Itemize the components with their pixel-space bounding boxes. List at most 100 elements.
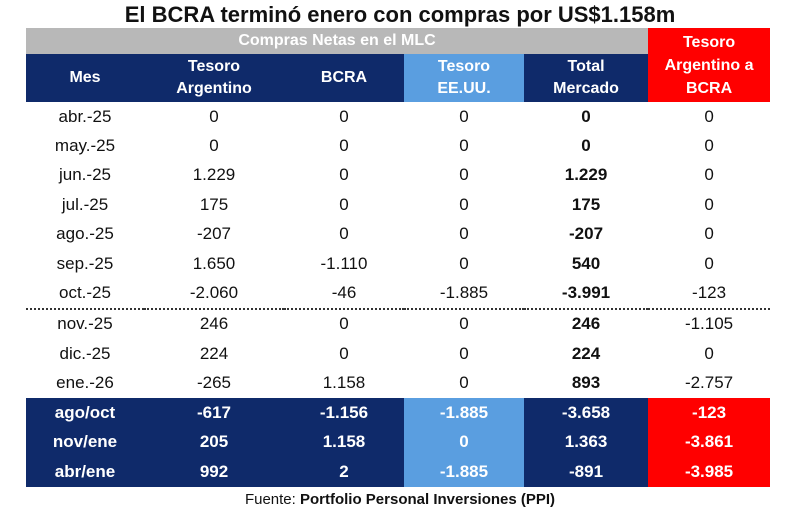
period-cell: abr/ene bbox=[26, 457, 144, 487]
value-cell: 0 bbox=[459, 373, 469, 393]
summary-value-cell: -1.156 bbox=[284, 397, 404, 428]
value-cell: 0 bbox=[209, 136, 219, 156]
value-cell: 0 bbox=[339, 343, 349, 363]
purchases-table: Compras Netas en el MLC Tesoro Argentino… bbox=[26, 28, 771, 487]
summary-value-cell: 0 bbox=[404, 427, 524, 458]
value-cell: 0 bbox=[704, 224, 714, 244]
value-cell: 0 bbox=[704, 343, 714, 363]
value-cell: 246 bbox=[524, 307, 649, 340]
summary-value-cell: -1.885 bbox=[404, 457, 524, 487]
group-header: Compras Netas en el MLC bbox=[26, 28, 649, 54]
summary-value-cell: -123 bbox=[648, 397, 771, 428]
month-cell: dic.-25 bbox=[59, 343, 111, 363]
value-cell: 0 bbox=[459, 136, 469, 156]
table-row: oct.-25 -2.060 -46 -1.885 -3.991 -123 bbox=[26, 278, 770, 308]
month-cell: may.-25 bbox=[54, 136, 116, 156]
col-header-tesoro-ar: Tesoro Argentino bbox=[144, 54, 284, 102]
col-header-mes: Mes bbox=[26, 54, 144, 102]
value-cell: 0 bbox=[459, 165, 469, 185]
table-row: may.-25 0 0 0 0 0 bbox=[26, 131, 770, 160]
value-cell: 0 bbox=[339, 194, 349, 214]
table-row: jun.-25 1.229 0 0 1.229 0 bbox=[26, 161, 770, 190]
summary-value-cell: -891 bbox=[524, 457, 649, 487]
summary-row: nov/ene 205 1.158 0 1.363 -3.861 bbox=[26, 427, 771, 458]
value-cell: -123 bbox=[692, 283, 727, 303]
value-cell: 0 bbox=[339, 224, 349, 244]
summary-value-cell: 1.363 bbox=[524, 427, 649, 458]
month-cell: ago.-25 bbox=[56, 224, 114, 244]
summary-value-cell: 205 bbox=[144, 427, 284, 458]
table-row: sep.-25 1.650 -1.110 0 540 0 bbox=[26, 249, 770, 278]
value-cell: 0 bbox=[581, 106, 591, 126]
value-cell: 1.158 bbox=[322, 373, 366, 393]
summary-value-cell: 992 bbox=[144, 457, 284, 487]
value-cell: 540 bbox=[571, 253, 601, 273]
value-cell: 0 bbox=[704, 136, 714, 156]
source-name: Portfolio Personal Inversiones (PPI) bbox=[299, 491, 556, 508]
month-cell: oct.-25 bbox=[59, 283, 111, 303]
month-cell: jul.-25 bbox=[61, 194, 109, 214]
month-cell: nov.-25 bbox=[26, 307, 144, 340]
table-row: nov.-25 246 0 0 246 -1.105 bbox=[26, 307, 771, 340]
value-cell: 0 bbox=[704, 194, 714, 214]
col-header-tesoro-bcra: Tesoro Argentino a BCRA bbox=[648, 28, 771, 102]
value-cell: 0 bbox=[339, 106, 349, 126]
value-cell: -207 bbox=[569, 224, 604, 244]
summary-value-cell: -3.985 bbox=[648, 457, 771, 487]
value-cell: 224 bbox=[199, 343, 229, 363]
source-prefix: Fuente: bbox=[244, 491, 300, 508]
summary-row: abr/ene 992 2 -1.885 -891 -3.985 bbox=[26, 457, 771, 487]
value-cell: 0 bbox=[459, 106, 469, 126]
value-cell: 1.650 bbox=[192, 253, 236, 273]
value-cell: 0 bbox=[459, 343, 469, 363]
value-cell: -46 bbox=[331, 283, 357, 303]
summary-value-cell: -3.658 bbox=[524, 397, 649, 428]
month-cell: abr.-25 bbox=[58, 106, 112, 126]
value-cell: 0 bbox=[284, 307, 404, 340]
period-cell: nov/ene bbox=[26, 427, 144, 458]
summary-value-cell: 2 bbox=[284, 457, 404, 487]
value-cell: -3.991 bbox=[561, 283, 611, 303]
col-header-bcra: BCRA bbox=[284, 54, 404, 102]
value-cell: 1.229 bbox=[564, 165, 608, 185]
value-cell: -2.060 bbox=[189, 283, 239, 303]
value-cell: 175 bbox=[199, 194, 229, 214]
value-cell: -1.105 bbox=[648, 307, 771, 340]
value-cell: 0 bbox=[459, 253, 469, 273]
summary-row: ago/oct -617 -1.156 -1.885 -3.658 -123 bbox=[26, 397, 771, 428]
table-row: jul.-25 175 0 0 175 0 bbox=[26, 190, 770, 219]
source-note: Fuente: Portfolio Personal Inversiones (… bbox=[0, 489, 800, 511]
value-cell: 0 bbox=[581, 136, 591, 156]
chart-title: El BCRA terminó enero con compras por US… bbox=[124, 2, 676, 27]
value-cell: -207 bbox=[196, 224, 232, 244]
table-row: abr.-25 0 0 0 0 0 bbox=[26, 102, 770, 131]
value-cell: 175 bbox=[571, 194, 601, 214]
month-cell: sep.-25 bbox=[56, 253, 114, 273]
value-cell: -2.757 bbox=[684, 373, 734, 393]
summary-value-cell: -617 bbox=[144, 397, 284, 428]
value-cell: 0 bbox=[339, 136, 349, 156]
summary-value-cell: 1.158 bbox=[284, 427, 404, 458]
value-cell: 0 bbox=[404, 307, 524, 340]
value-cell: 0 bbox=[459, 194, 469, 214]
summary-value-cell: -1.885 bbox=[404, 397, 524, 428]
table-row: ene.-26 -265 1.158 0 893 -2.757 bbox=[26, 369, 770, 398]
value-cell: 0 bbox=[704, 165, 714, 185]
summary-value-cell: -3.861 bbox=[648, 427, 771, 458]
value-cell: 0 bbox=[209, 106, 219, 126]
value-cell: 1.229 bbox=[192, 165, 236, 185]
value-cell: -1.110 bbox=[320, 253, 368, 273]
value-cell: -265 bbox=[196, 373, 232, 393]
table-row: dic.-25 224 0 0 224 0 bbox=[26, 339, 770, 368]
period-cell: ago/oct bbox=[26, 397, 144, 428]
value-cell: 893 bbox=[571, 373, 601, 393]
value-cell: -1.885 bbox=[439, 283, 489, 303]
table-row: ago.-25 -207 0 0 -207 0 bbox=[26, 220, 770, 249]
month-cell: jun.-25 bbox=[59, 165, 111, 185]
col-header-total: Total Mercado bbox=[524, 54, 649, 102]
value-cell: 0 bbox=[704, 253, 714, 273]
value-cell: 0 bbox=[459, 224, 469, 244]
value-cell: 246 bbox=[144, 307, 284, 340]
value-cell: 0 bbox=[704, 106, 714, 126]
month-cell: ene.-26 bbox=[56, 373, 114, 393]
